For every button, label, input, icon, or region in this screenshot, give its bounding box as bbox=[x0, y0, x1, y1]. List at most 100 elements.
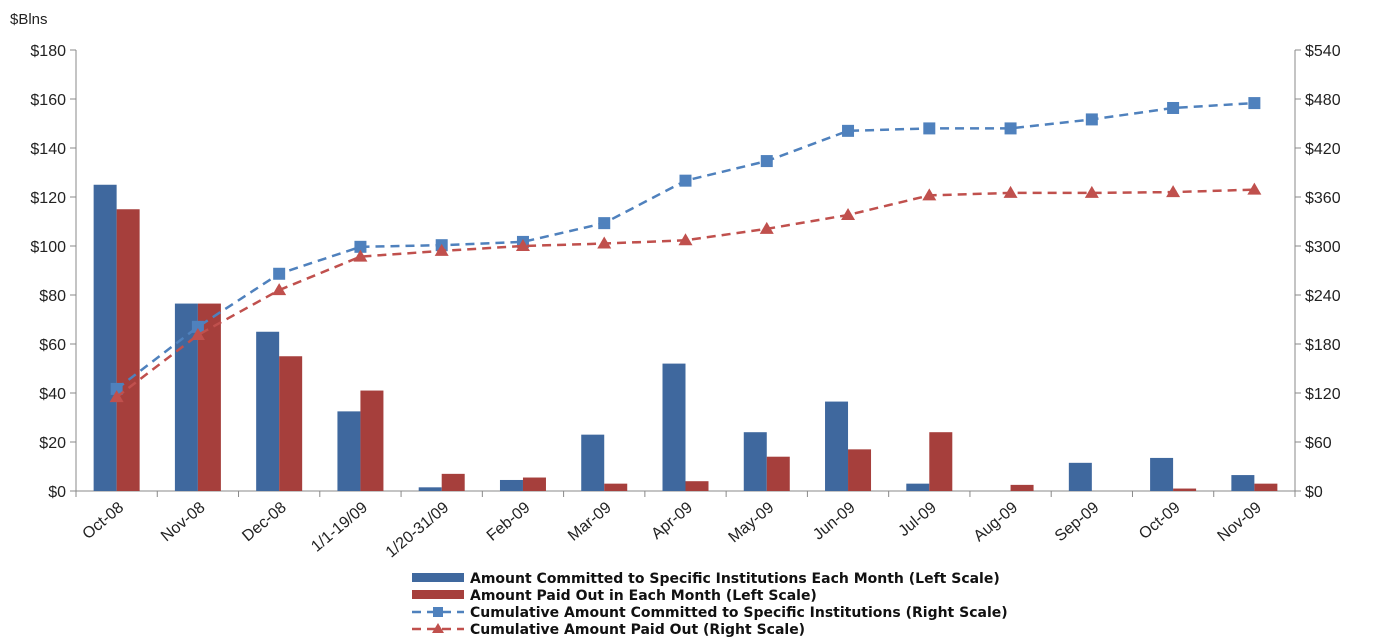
point-cumulative-committed bbox=[598, 217, 611, 230]
bar-committed bbox=[418, 487, 442, 491]
point-cumulative-committed bbox=[354, 240, 367, 253]
bar-committed bbox=[337, 411, 361, 491]
legend-swatch-bar bbox=[412, 590, 464, 599]
point-cumulative-paid-out bbox=[922, 188, 937, 201]
legend: Amount Committed to Specific Institution… bbox=[412, 571, 1008, 638]
point-cumulative-paid-out bbox=[434, 243, 449, 256]
bar-committed bbox=[1150, 457, 1174, 491]
x-tick-label: Apr-09 bbox=[648, 499, 696, 543]
bar-committed bbox=[581, 434, 605, 491]
point-cumulative-committed bbox=[1085, 113, 1098, 126]
left-tick-label: $80 bbox=[39, 288, 66, 305]
left-tick-label: $140 bbox=[30, 141, 66, 158]
x-tick-label: Jun-09 bbox=[810, 499, 858, 544]
bar-committed bbox=[825, 401, 849, 491]
x-tick-label: Feb-09 bbox=[484, 499, 534, 545]
x-tick-label: Mar-09 bbox=[565, 499, 615, 545]
series-line-cumulative-committed bbox=[115, 101, 1255, 390]
bar-committed bbox=[93, 184, 117, 491]
legend-label: Cumulative Amount Paid Out (Right Scale) bbox=[470, 622, 805, 638]
bar-committed bbox=[256, 331, 280, 491]
x-tick-label: Sep-09 bbox=[1052, 499, 1103, 545]
point-cumulative-committed bbox=[1248, 97, 1261, 110]
point-cumulative-committed bbox=[1004, 122, 1017, 135]
legend-label: Amount Committed to Specific Institution… bbox=[470, 571, 1000, 587]
bar-committed bbox=[743, 432, 767, 491]
point-cumulative-committed bbox=[273, 267, 286, 280]
bar-paid-out bbox=[197, 303, 221, 491]
legend-marker-triangle bbox=[432, 623, 444, 633]
point-cumulative-paid-out bbox=[1247, 182, 1262, 195]
bar-paid-out bbox=[685, 481, 709, 491]
right-tick-label: $300 bbox=[1305, 239, 1341, 256]
x-tick-label: 1/1-19/09 bbox=[308, 499, 371, 556]
right-tick-label: $360 bbox=[1305, 190, 1341, 207]
x-tick-label: Oct-08 bbox=[79, 499, 127, 543]
right-tick-label: $0 bbox=[1305, 484, 1323, 501]
right-tick-label: $240 bbox=[1305, 288, 1341, 305]
point-cumulative-committed bbox=[191, 320, 204, 333]
point-cumulative-paid-out bbox=[1166, 185, 1181, 198]
point-cumulative-committed bbox=[760, 155, 773, 168]
left-tick-label: $60 bbox=[39, 337, 66, 354]
point-cumulative-paid-out bbox=[678, 233, 693, 246]
x-tick-label: Aug-09 bbox=[971, 499, 1022, 545]
bar-paid-out bbox=[929, 432, 953, 491]
point-cumulative-paid-out bbox=[272, 283, 287, 296]
unit-label: $Blns bbox=[10, 11, 48, 28]
legend-swatch-bar bbox=[412, 573, 464, 582]
point-cumulative-paid-out bbox=[841, 207, 856, 220]
bar-committed bbox=[174, 303, 198, 491]
point-cumulative-paid-out bbox=[597, 236, 612, 249]
bar-committed bbox=[499, 479, 523, 491]
x-tick-label: Jul-09 bbox=[896, 499, 940, 540]
point-cumulative-paid-out bbox=[1084, 185, 1099, 198]
bar-committed bbox=[1231, 475, 1255, 491]
bar-paid-out bbox=[848, 449, 872, 491]
left-tick-label: $0 bbox=[48, 484, 66, 501]
bar-committed bbox=[906, 483, 930, 491]
legend-label: Amount Paid Out in Each Month (Left Scal… bbox=[470, 588, 817, 604]
bar-paid-out bbox=[116, 209, 140, 491]
legend-marker-square bbox=[433, 607, 443, 617]
point-cumulative-committed bbox=[679, 174, 692, 187]
x-tick-label: Nov-09 bbox=[1214, 499, 1265, 545]
left-tick-label: $20 bbox=[39, 435, 66, 452]
point-cumulative-committed bbox=[842, 124, 855, 137]
left-tick-label: $180 bbox=[30, 43, 66, 60]
legend-label: Cumulative Amount Committed to Specific … bbox=[470, 605, 1008, 621]
point-cumulative-paid-out bbox=[1003, 185, 1018, 198]
right-tick-label: $60 bbox=[1305, 435, 1332, 452]
lines bbox=[109, 97, 1262, 403]
bar-paid-out bbox=[279, 356, 303, 491]
left-tick-label: $160 bbox=[30, 92, 66, 109]
bar-paid-out bbox=[522, 477, 546, 491]
left-tick-label: $40 bbox=[39, 386, 66, 403]
point-cumulative-committed bbox=[1167, 101, 1180, 114]
right-tick-label: $180 bbox=[1305, 337, 1341, 354]
right-tick-label: $540 bbox=[1305, 43, 1341, 60]
bar-paid-out bbox=[766, 456, 790, 491]
bar-paid-out bbox=[1254, 483, 1278, 491]
left-tick-label: $100 bbox=[30, 239, 66, 256]
right-tick-label: $120 bbox=[1305, 386, 1341, 403]
x-tick-label: 1/20-31/09 bbox=[383, 499, 453, 561]
bar-committed bbox=[662, 363, 686, 491]
x-tick-label: May-09 bbox=[726, 499, 778, 546]
bar-paid-out bbox=[604, 483, 628, 491]
point-cumulative-committed bbox=[923, 122, 936, 135]
right-tick-label: $480 bbox=[1305, 92, 1341, 109]
point-cumulative-paid-out bbox=[190, 328, 205, 341]
bar-paid-out bbox=[1173, 488, 1197, 491]
axes: $0 $20 $40 $60 $80 $100 $120 $140 $160 $180 $0 $60 $… bbox=[30, 43, 1340, 501]
bars bbox=[93, 184, 1278, 491]
x-tick-label: Nov-08 bbox=[158, 499, 209, 545]
point-cumulative-paid-out bbox=[515, 239, 530, 251]
bar-paid-out bbox=[360, 390, 384, 491]
x-ticks: Oct-08 Nov-08 Dec-08 1/1-19/09 1/20-31/09 Feb… bbox=[79, 499, 1265, 561]
point-cumulative-paid-out bbox=[109, 390, 124, 403]
bar-paid-out bbox=[1010, 484, 1034, 491]
x-tick-label: Dec-08 bbox=[239, 499, 290, 545]
left-tick-label: $120 bbox=[30, 190, 66, 207]
